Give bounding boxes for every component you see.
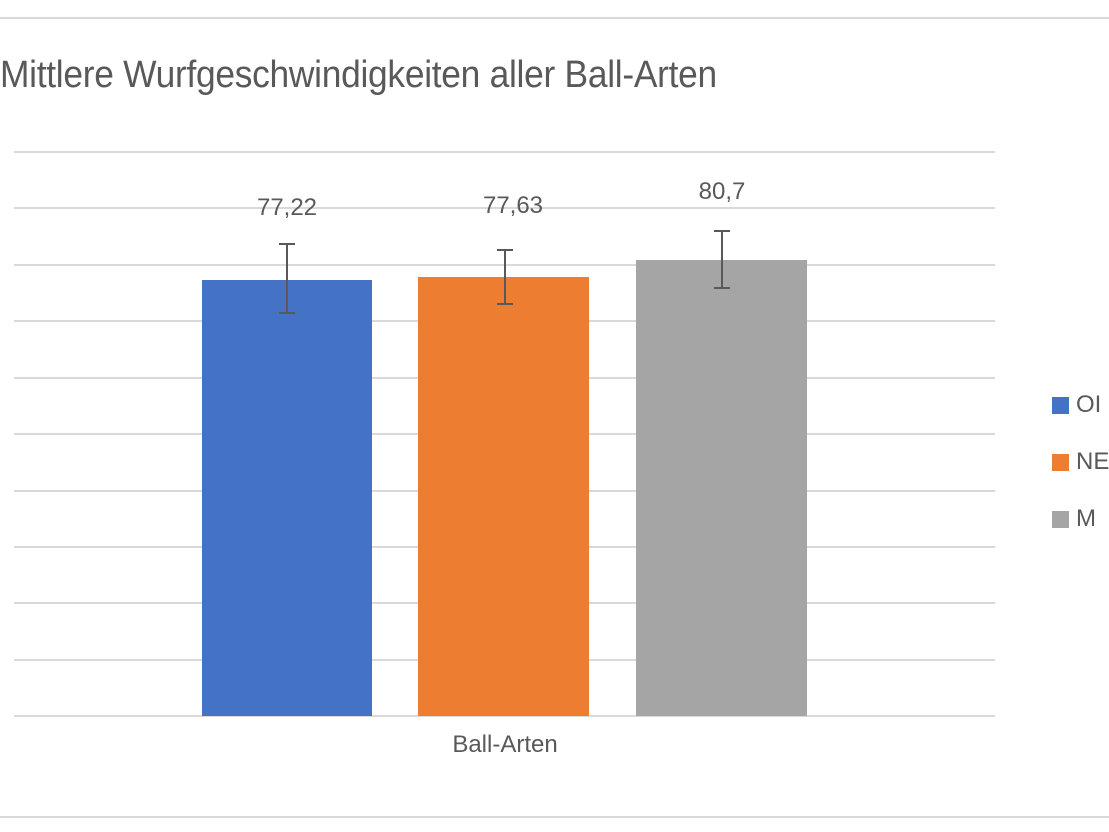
error-cap-top-series-1 [279, 243, 295, 245]
error-cap-bottom-series-2 [497, 303, 513, 305]
top-border [0, 17, 1109, 19]
x-axis-category-label: Ball-Arten [452, 731, 558, 758]
error-cap-bottom-series-3 [714, 287, 730, 289]
error-bar-series-3 [721, 231, 723, 288]
data-label-series-1: 77,22 [256, 194, 318, 221]
gridline-100 [14, 151, 995, 153]
error-cap-bottom-series-1 [279, 312, 295, 314]
chart-title: Mittlere Wurfgeschwindigkeiten aller Bal… [0, 54, 717, 96]
data-label-series-2: 77,63 [482, 192, 544, 219]
legend-swatch-gray-icon [1052, 510, 1069, 528]
bar-series-2[interactable] [418, 277, 589, 716]
legend-swatch-orange-icon [1052, 453, 1069, 471]
error-bar-series-1 [286, 244, 288, 313]
legend-item-series-3[interactable]: M [1052, 504, 1096, 534]
error-bar-series-2 [504, 250, 506, 304]
bar-series-1[interactable] [202, 280, 372, 716]
legend-item-series-1[interactable]: OI [1052, 390, 1101, 420]
bottom-border [0, 816, 1109, 818]
legend-label: NE [1076, 448, 1109, 475]
error-cap-top-series-3 [714, 230, 730, 232]
legend: OI NE M [1052, 390, 1109, 570]
legend-swatch-blue-icon [1052, 396, 1069, 414]
legend-label: OI [1076, 391, 1102, 418]
legend-item-series-2[interactable]: NE [1052, 447, 1109, 477]
x-axis-baseline [14, 715, 995, 717]
bar-series-3[interactable] [636, 260, 807, 716]
error-cap-top-series-2 [497, 249, 513, 251]
data-label-series-3: 80,7 [698, 178, 746, 205]
legend-label: M [1076, 505, 1096, 532]
gridline-90 [14, 207, 995, 209]
